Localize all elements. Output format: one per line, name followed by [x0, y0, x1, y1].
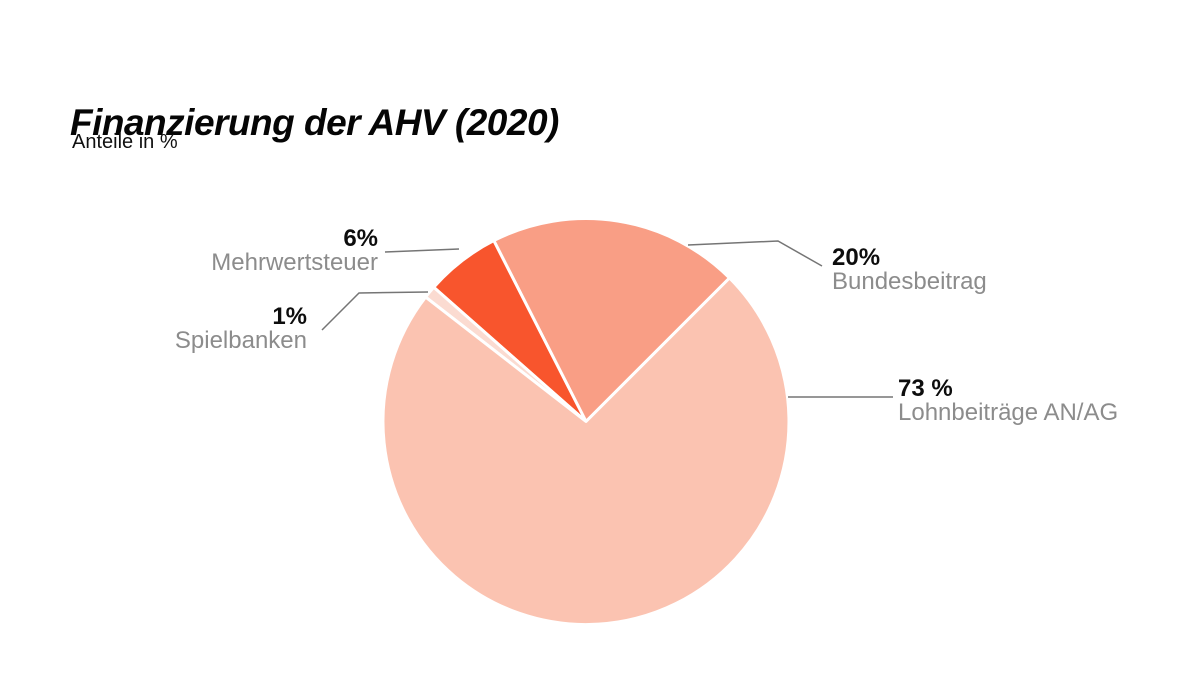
- slice-value-bundesbeitrag: 20%: [832, 244, 881, 271]
- callout-spielbanken: 1% Spielbanken: [174, 303, 307, 354]
- pie-slices: [381, 217, 791, 626]
- slice-label-bundesbeitrag: Bundesbeitrag: [832, 268, 987, 295]
- callout-bundesbeitrag: 20% Bundesbeitrag: [832, 244, 987, 295]
- leader-line-mehrwertsteuer: [384, 248, 460, 253]
- pie-slice-bundesbeitrag: [492, 217, 731, 423]
- callout-mehrwertsteuer: 6% Mehrwertsteuer: [211, 225, 378, 276]
- page-subtitle: Anteile in %: [72, 131, 178, 153]
- leader-line-bundesbeitrag: [687, 240, 823, 267]
- page-title: Finanzierung der AHV (2020): [70, 101, 559, 143]
- slice-label-spielbanken: Spielbanken: [174, 327, 307, 354]
- slice-value-mehrwertsteuer: 6%: [343, 225, 378, 252]
- callout-lohnbeitraege: 73 % Lohnbeiträge AN/AG: [898, 375, 1119, 426]
- pie-slice-lohnbeitr-ge-an-ag: [381, 276, 791, 626]
- slice-label-lohnbeitraege: Lohnbeiträge AN/AG: [898, 399, 1119, 426]
- leader-lines: [321, 240, 893, 398]
- slice-value-spielbanken: 1%: [272, 303, 307, 330]
- leader-line-spielbanken: [321, 291, 429, 331]
- slice-value-lohnbeitraege: 73 %: [898, 375, 953, 402]
- slice-label-mehrwertsteuer: Mehrwertsteuer: [211, 249, 378, 276]
